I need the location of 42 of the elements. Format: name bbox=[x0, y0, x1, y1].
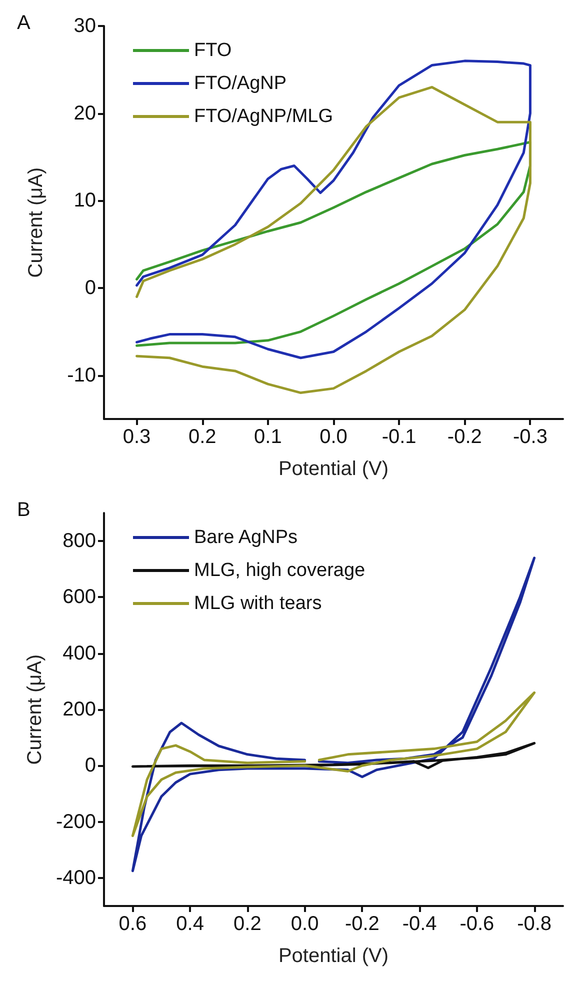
legend-label: FTO/AgNP/MLG bbox=[194, 106, 334, 127]
chart-title: A bbox=[17, 12, 31, 34]
y-tick-label: 600 bbox=[62, 586, 96, 608]
x-tick-label: 0.0 bbox=[320, 426, 348, 448]
y-tick-label: -10 bbox=[67, 364, 96, 386]
y-tick-label: 10 bbox=[74, 190, 96, 212]
x-tick-label: 0.1 bbox=[254, 426, 282, 448]
x-tick-label: -0.3 bbox=[512, 426, 548, 448]
y-tick-label: 200 bbox=[62, 698, 96, 720]
x-tick-label: 0.3 bbox=[122, 426, 151, 448]
legend-label: Bare AgNPs bbox=[194, 527, 298, 548]
line-series bbox=[131, 691, 536, 838]
y-tick-label: -400 bbox=[56, 866, 96, 889]
y-tick-label: 800 bbox=[62, 530, 96, 552]
x-tick-label: -0.4 bbox=[402, 913, 437, 935]
y-tick-label: -200 bbox=[56, 810, 96, 833]
y-tick-label: 400 bbox=[62, 642, 96, 664]
x-tick-label: 0.2 bbox=[188, 426, 216, 448]
x-axis-title: Potential (V) bbox=[278, 945, 389, 967]
x-tick-label: 0.4 bbox=[176, 913, 204, 935]
chart-title: B bbox=[17, 499, 30, 521]
x-tick-label: 0.0 bbox=[290, 913, 319, 935]
line-series bbox=[136, 60, 532, 360]
x-tick-label: 0.2 bbox=[234, 913, 262, 935]
legend-label: MLG with tears bbox=[194, 593, 322, 614]
y-tick-label: 30 bbox=[74, 15, 96, 37]
legend-label: MLG, high coverage bbox=[194, 560, 366, 581]
x-tick-label: -0.6 bbox=[460, 913, 494, 935]
x-tick-label: 0.6 bbox=[118, 913, 147, 935]
legend-label: FTO bbox=[194, 40, 232, 61]
line-series bbox=[136, 140, 532, 347]
y-tick-label: 0 bbox=[84, 754, 96, 777]
y-tick-label: 0 bbox=[84, 277, 96, 299]
x-tick-label: -0.2 bbox=[344, 913, 380, 935]
legend-label: FTO/AgNP bbox=[194, 73, 287, 94]
x-axis-title: Potential (V) bbox=[278, 458, 389, 480]
x-tick-label: -0.2 bbox=[447, 426, 482, 448]
y-axis-title: Current (μA) bbox=[24, 654, 46, 765]
x-tick-label: -0.1 bbox=[382, 426, 416, 448]
x-tick-label: -0.8 bbox=[517, 913, 552, 935]
y-tick-label: 20 bbox=[74, 102, 96, 124]
y-axis-title: Current (μA) bbox=[25, 167, 47, 278]
